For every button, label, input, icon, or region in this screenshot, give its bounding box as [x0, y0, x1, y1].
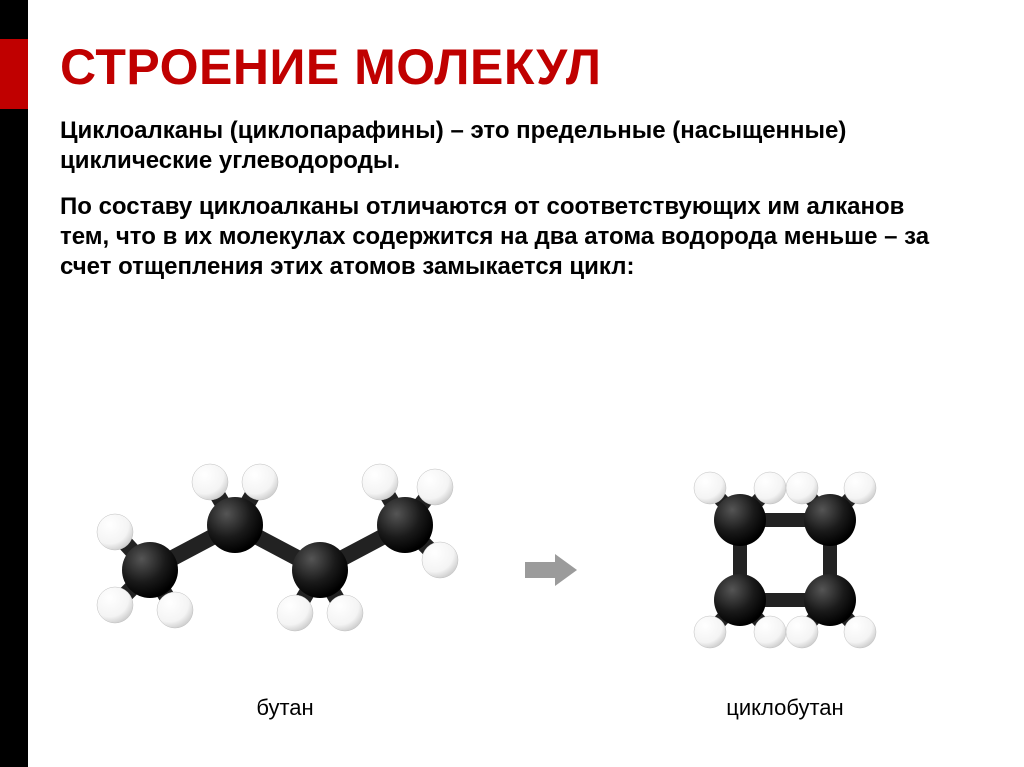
slide-title: СТРОЕНИЕ МОЛЕКУЛ: [60, 38, 984, 96]
label-cyclobutane: циклобутан: [685, 695, 885, 721]
paragraph-1: Циклоалканы (циклопарафины) – это предел…: [60, 116, 960, 176]
arrow-icon: [525, 550, 580, 590]
label-butane: бутан: [185, 695, 385, 721]
molecule-cyclobutane: [630, 425, 930, 685]
slide-content: СТРОЕНИЕ МОЛЕКУЛ Циклоалканы (циклопараф…: [60, 38, 984, 298]
paragraph-2: По составу циклоалканы отличаются от соо…: [60, 192, 960, 282]
slide-sidebar-accent: [0, 39, 28, 109]
molecule-butane: [60, 410, 480, 650]
slide-sidebar: [0, 0, 28, 767]
figure-area: бутан циклобутан: [60, 400, 980, 730]
